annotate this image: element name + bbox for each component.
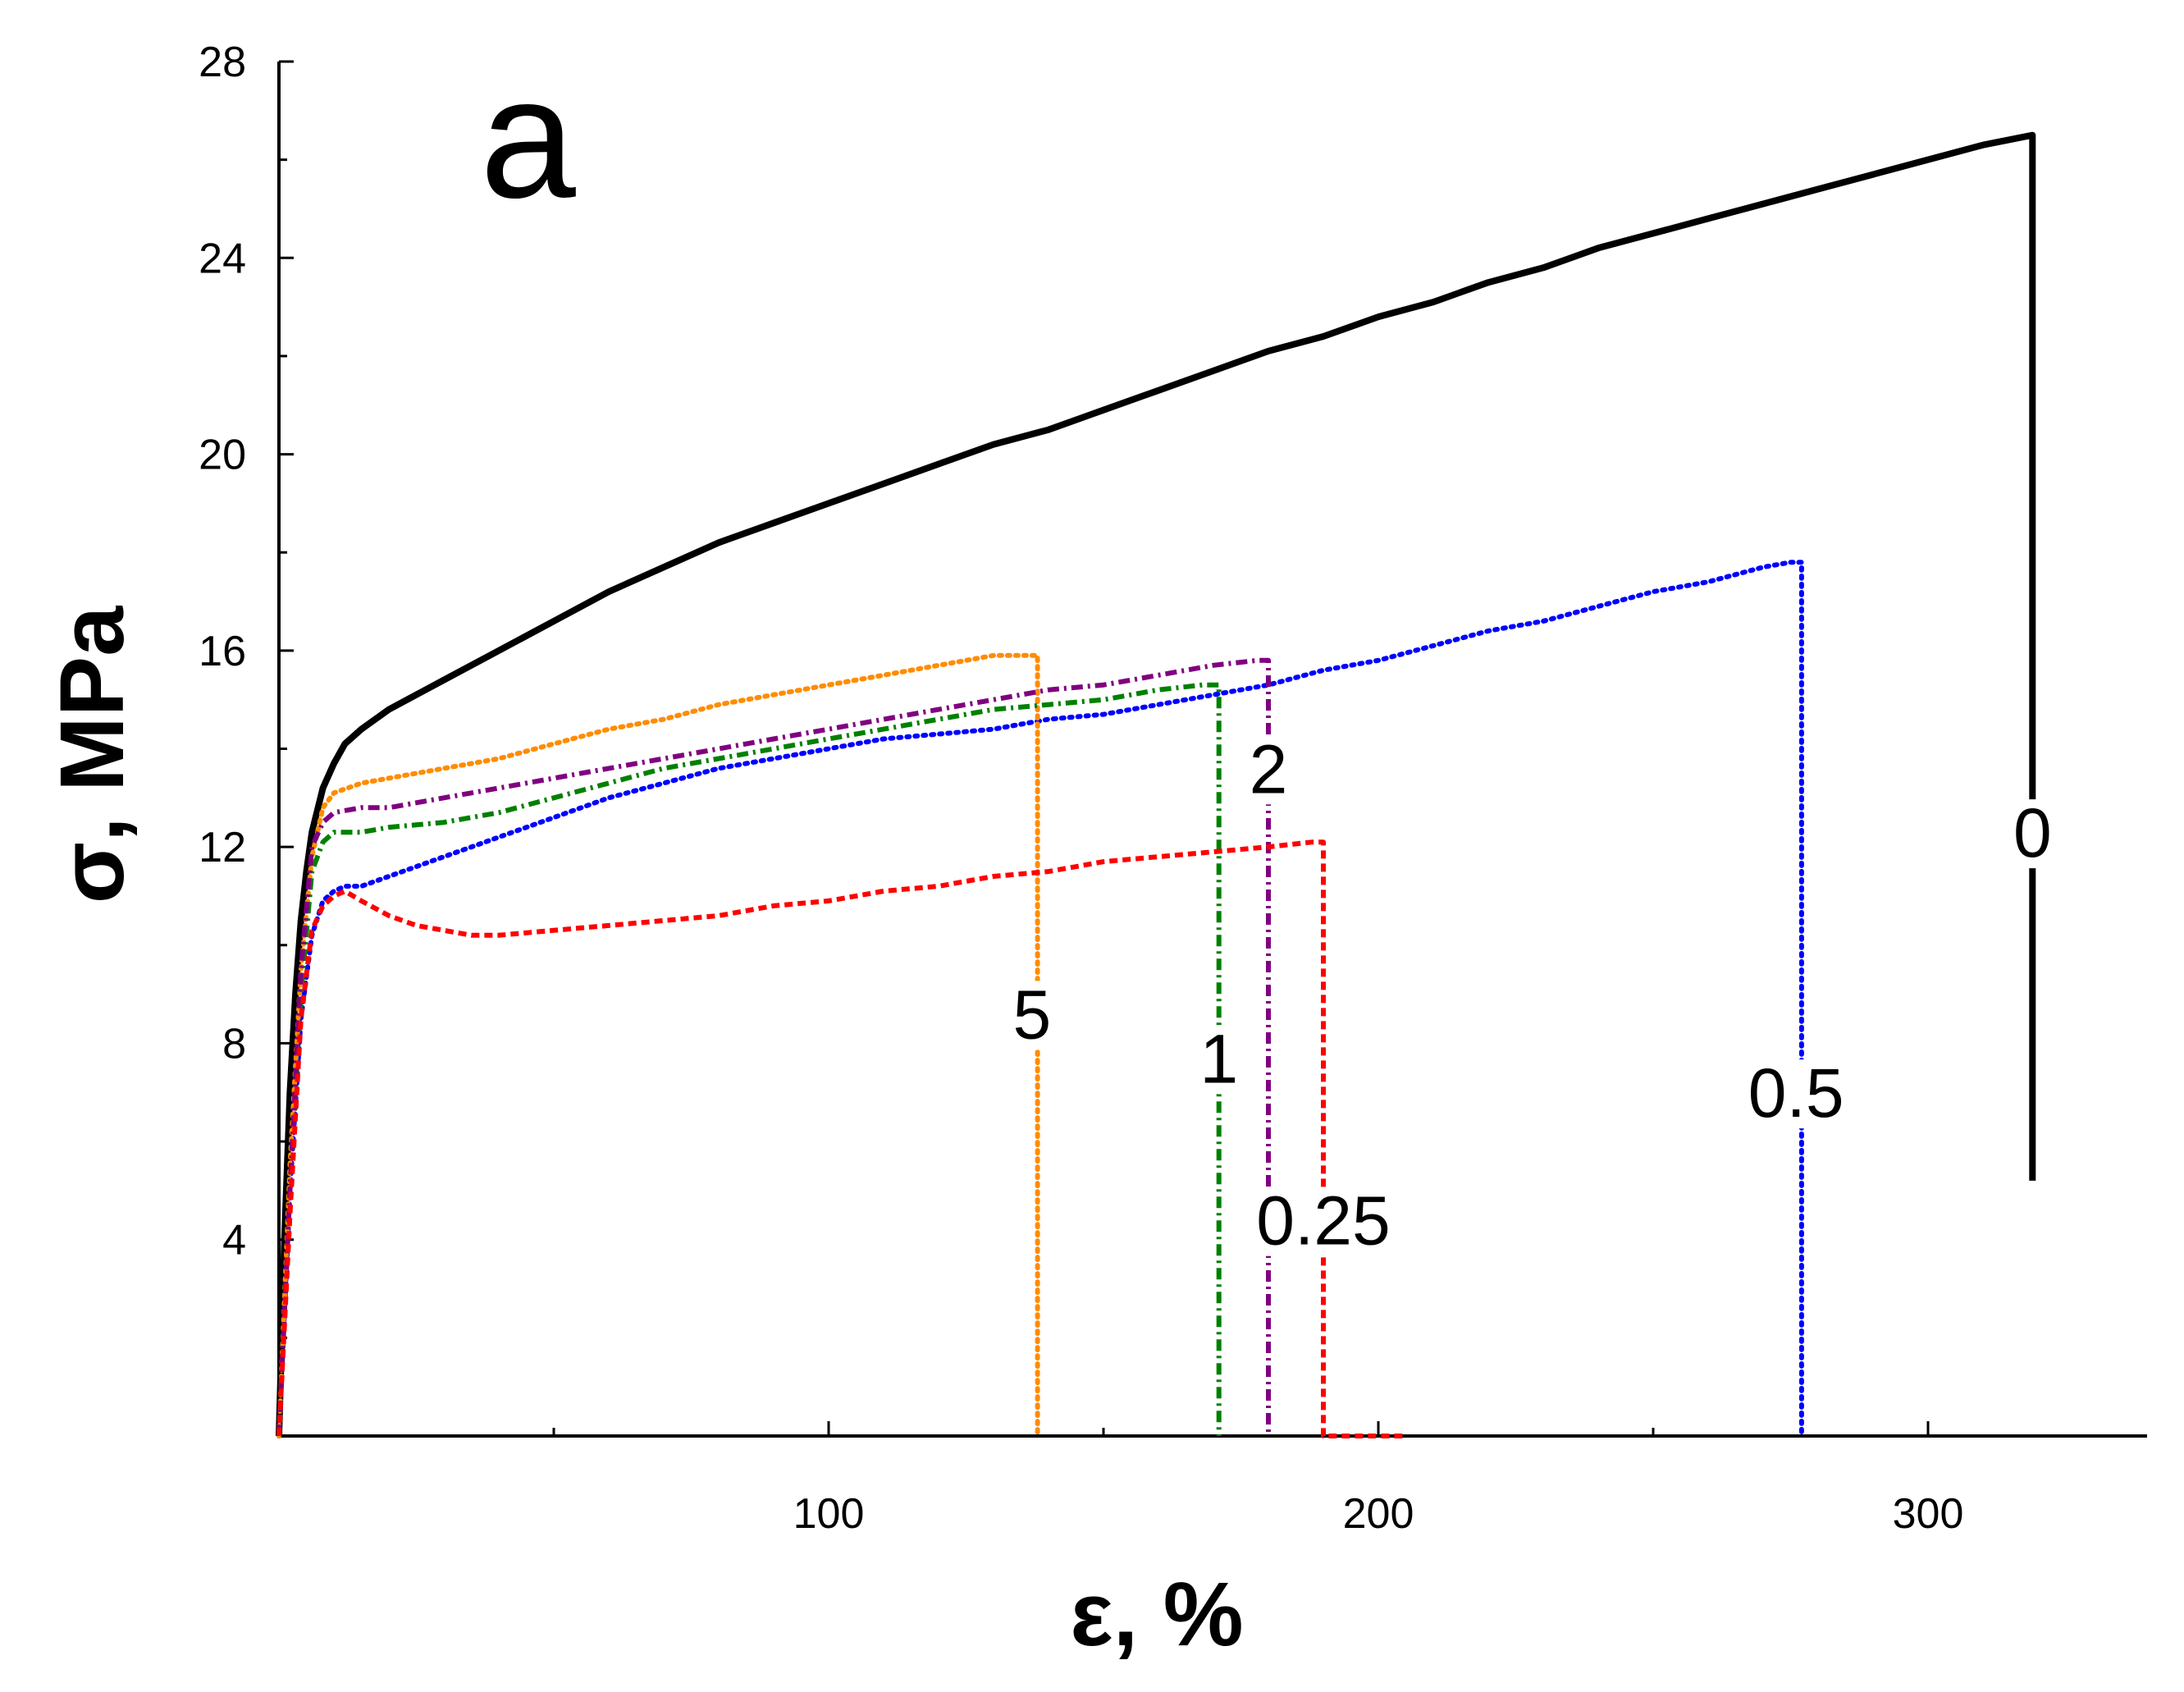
y-tick-label-12: 12 [199, 824, 246, 871]
curve-label-5: 5 [1013, 976, 1052, 1053]
curve-label-0-5: 0.5 [1748, 1054, 1844, 1132]
series-0 [276, 131, 2036, 1437]
y-tick-label-4: 4 [222, 1217, 246, 1264]
y-tick-label-20: 20 [199, 432, 246, 479]
curve-label-0-25: 0.25 [1256, 1182, 1391, 1260]
axes [277, 62, 2147, 1438]
curve-labels: 0 0.5 5 1 2 0.25 [1008, 730, 2056, 1260]
y-axis-title: σ, MPa [42, 606, 143, 903]
series-0-5 [276, 560, 1804, 1438]
curve-label-bg-0 [2008, 799, 2056, 869]
curve-label-bg-0-25 [1242, 1187, 1405, 1256]
curve-label-2: 2 [1250, 730, 1288, 807]
x-tick-label-100: 100 [793, 1490, 865, 1538]
y-tick-label-24: 24 [199, 235, 246, 282]
series-2 [276, 657, 1271, 1437]
series-1 [276, 682, 1222, 1437]
curve-label-bg-2 [1245, 735, 1292, 805]
y-tick-label-28: 28 [199, 39, 246, 86]
y-tick-label-16: 16 [199, 628, 246, 675]
curve-label-bg-1 [1195, 1025, 1243, 1095]
curve-label-bg-5 [1008, 981, 1056, 1050]
series-5 [276, 652, 1040, 1438]
series-0-25 [276, 839, 1406, 1438]
series [276, 131, 2036, 1438]
x-tick-label-300: 300 [1893, 1490, 1964, 1538]
panel-label: a [480, 41, 576, 234]
x-axis-title: ε, % [1070, 1564, 1243, 1665]
x-tick-label-200: 200 [1343, 1490, 1414, 1538]
curve-label-1: 1 [1199, 1020, 1238, 1097]
y-tick-label-8: 8 [222, 1020, 246, 1068]
curve-label-0: 0 [2013, 794, 2052, 871]
curve-label-bg-0-5 [1734, 1059, 1858, 1129]
